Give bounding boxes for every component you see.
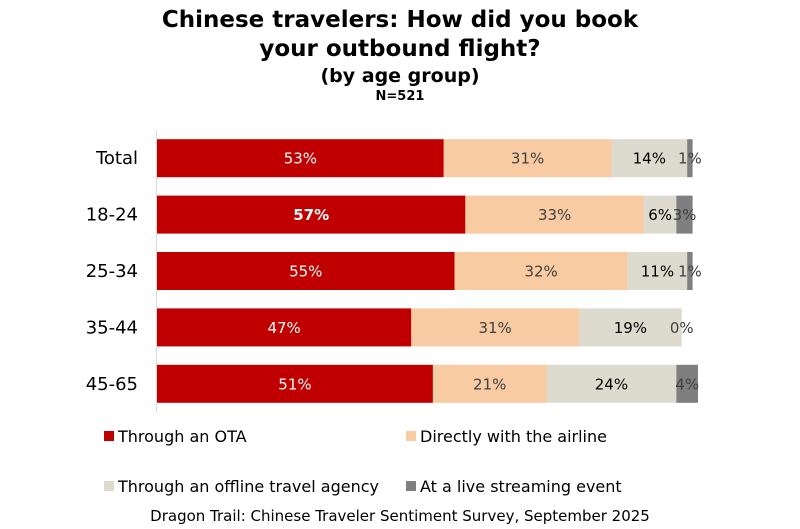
bar-segment [611,139,688,178]
data-label: 3% [673,206,697,224]
category-label: 35-44 [86,317,138,338]
chart-title-line-1: Chinese travelers: How did you book [161,7,639,33]
bar-segment [157,139,444,178]
bar-segment [643,195,677,234]
data-label: 31% [478,319,511,337]
data-label: 4% [675,375,699,393]
bar-segment [157,252,455,290]
bar-segment [157,308,412,347]
data-label: 51% [278,375,311,393]
chart-subtitle: (by age group) [320,65,480,87]
bar-segment [432,364,547,403]
data-label: 11% [641,263,674,281]
data-label: 1% [678,150,702,168]
bar-segment [546,364,677,403]
bar-segment [687,252,693,290]
data-label: 1% [678,263,702,281]
bar-segment [687,139,693,178]
data-label: 57% [293,206,329,224]
chart-title-line-2: your outbound flight? [259,36,541,62]
bar-segment [465,195,644,234]
bar-segment [676,364,698,403]
data-label: 21% [473,375,506,393]
data-label: 24% [595,375,628,393]
data-label: 14% [633,150,666,168]
chart-title: Chinese travelers: How did you book your… [0,6,800,105]
category-label: 25-34 [86,261,138,282]
category-label: 18-24 [86,205,138,226]
category-label: 45-65 [86,374,138,395]
bar-segment [157,364,433,403]
bar-segment [627,252,688,290]
data-label: 0% [670,319,694,337]
data-label: 47% [267,319,300,337]
data-label: 19% [614,319,647,337]
bar-segment [443,139,612,178]
source-note: Dragon Trail: Chinese Traveler Sentiment… [150,507,650,525]
bar-segment [157,195,466,234]
bar-segment [578,308,682,347]
data-label: 53% [284,150,317,168]
data-label: 33% [538,206,571,224]
bar-segment [676,195,693,234]
bar-segment [454,252,628,290]
data-label: 6% [648,206,672,224]
data-label: 55% [289,263,322,281]
data-label: 31% [511,150,544,168]
bar-segment [411,308,579,347]
sample-size: N=521 [375,89,425,104]
data-label: 32% [524,263,557,281]
category-label: Total [95,148,138,169]
